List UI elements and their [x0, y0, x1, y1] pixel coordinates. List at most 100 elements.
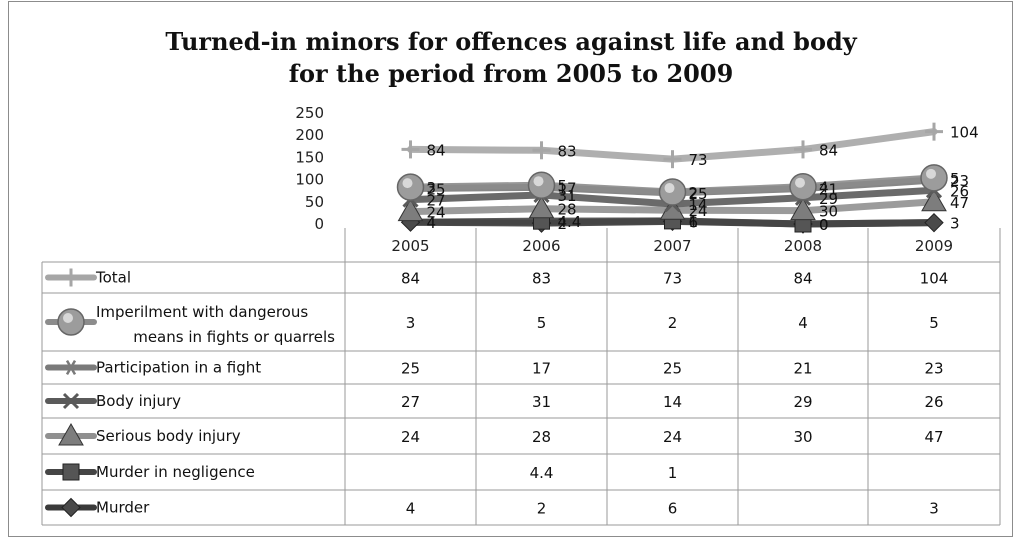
series-name: Total: [95, 269, 131, 287]
series-name: Imperilment with dangerous: [96, 303, 308, 321]
table-cell: 47: [924, 428, 943, 446]
data-label: 26: [950, 182, 969, 200]
y-tick-label: 250: [295, 104, 324, 122]
data-label: 24: [689, 202, 708, 220]
data-label: 17: [558, 179, 577, 197]
table-cell: 4.4: [530, 464, 554, 482]
series-marker: [794, 140, 812, 159]
legend-key-marker: [62, 463, 80, 481]
table-cell: 26: [924, 393, 943, 411]
table-cell: 5: [929, 314, 939, 332]
data-label: 5: [950, 170, 960, 188]
table-cell: 25: [663, 360, 682, 378]
data-label: 28: [558, 201, 577, 219]
data-label: 24: [427, 204, 446, 222]
y-tick-label: 150: [295, 148, 324, 166]
table-cell: 84: [793, 270, 812, 288]
legend-key-marker: [61, 497, 81, 518]
x-tick-label: 2008: [784, 237, 822, 255]
legend-key-marker: [62, 268, 80, 287]
data-label: 84: [819, 141, 838, 159]
series-name: Participation in a fight: [96, 359, 261, 377]
data-label: 104: [950, 124, 979, 142]
data-label: 0: [819, 216, 829, 234]
data-label: 29: [819, 190, 838, 208]
chart-title: Turned-in minors for offences against li…: [0, 26, 1022, 90]
data-label: 2: [558, 215, 568, 233]
data-label: 73: [689, 151, 708, 169]
series-name: Body injury: [96, 392, 181, 410]
table-cell: 23: [924, 360, 943, 378]
table-cell: 83: [532, 270, 551, 288]
data-label: 3: [950, 215, 960, 233]
data-label: 1: [689, 213, 699, 231]
data-label: 25: [427, 180, 446, 198]
series-marker: [528, 195, 555, 219]
chart-frame: [8, 1, 1013, 537]
legend-key-marker: [63, 359, 79, 376]
table-cell: 2: [668, 314, 678, 332]
data-label: 31: [558, 187, 577, 205]
table-cell: 14: [663, 393, 682, 411]
data-label: 23: [950, 172, 969, 190]
table-cell: 27: [401, 393, 420, 411]
data-label: 4: [819, 179, 829, 197]
series-marker: [921, 188, 947, 212]
series-name: means in fights or quarrels: [133, 328, 335, 346]
table-cell: 31: [532, 393, 551, 411]
data-label: 47: [950, 194, 969, 212]
data-label: 0: [819, 216, 829, 234]
table-cell: 104: [920, 270, 949, 288]
series-marker: [401, 140, 420, 159]
x-tick-label: 2009: [915, 237, 953, 255]
table-cell: 4: [406, 500, 416, 518]
y-tick-label: 200: [295, 126, 324, 144]
table-cell: 21: [793, 360, 812, 378]
y-tick-label: 0: [314, 215, 324, 233]
x-tick-label: 2006: [522, 237, 560, 255]
data-label: 25: [689, 185, 708, 203]
table-cell: 25: [401, 360, 420, 378]
x-tick-label: 2005: [391, 237, 429, 255]
series-marker: [658, 178, 687, 206]
table-cell: 30: [793, 428, 812, 446]
table-cell: 3: [406, 314, 416, 332]
data-label: 2: [689, 184, 699, 202]
series-marker: [396, 173, 425, 201]
y-tick-label: 50: [305, 193, 324, 211]
table-cell: 17: [532, 360, 551, 378]
data-label: 21: [819, 180, 838, 198]
table-cell: 3: [929, 500, 939, 518]
data-label: 30: [819, 203, 838, 221]
series-marker: [532, 141, 551, 160]
series-marker: [527, 171, 556, 199]
series-marker: [789, 172, 817, 201]
table-cell: 2: [537, 500, 547, 518]
series-marker: [925, 122, 943, 141]
table-cell: 29: [793, 393, 812, 411]
series-name: Murder in negligence: [96, 463, 255, 481]
table-cell: 73: [663, 270, 682, 288]
data-label: 14: [689, 196, 708, 214]
data-label: 27: [427, 192, 446, 210]
chart-title-line-2: for the period from 2005 to 2009: [288, 59, 734, 88]
data-label: 4.4: [558, 213, 582, 231]
data-label: 4: [427, 214, 437, 232]
series-marker: [920, 164, 948, 192]
table-cell: 24: [663, 428, 682, 446]
legend-key-marker: [62, 392, 80, 410]
data-label: 5: [558, 177, 568, 195]
table-cell: 24: [401, 428, 420, 446]
series-marker: [397, 198, 424, 222]
series-name: Murder: [96, 499, 150, 517]
series-marker: [663, 150, 682, 169]
x-tick-label: 2007: [653, 237, 691, 255]
data-label: 83: [558, 142, 577, 160]
table-cell: 1: [668, 464, 678, 482]
table-cell: 5: [537, 314, 547, 332]
legend-key-marker: [57, 308, 85, 336]
table-cell: 84: [401, 270, 420, 288]
table-cell: 6: [668, 500, 678, 518]
data-label: 6: [689, 213, 699, 231]
